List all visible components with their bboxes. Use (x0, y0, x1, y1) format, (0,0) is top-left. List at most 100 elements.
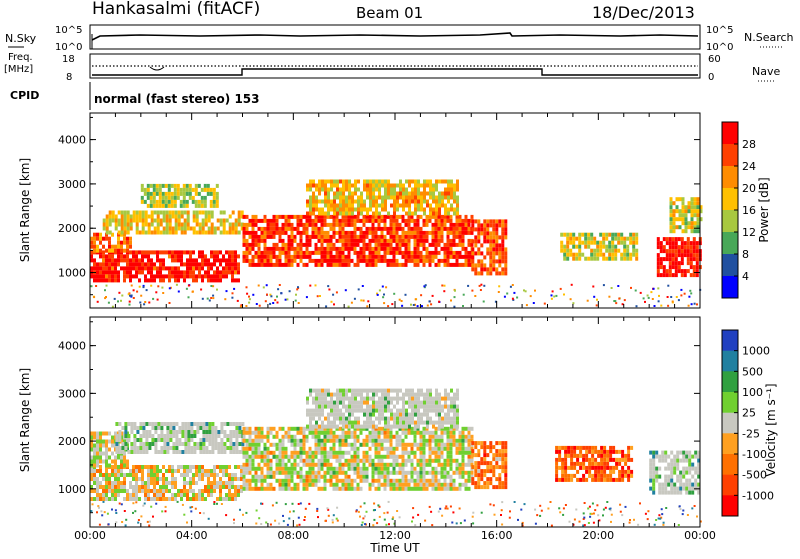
echo-cell (384, 479, 387, 483)
echo-cell (252, 475, 255, 479)
echo-cell (459, 443, 462, 447)
echo-cell (372, 425, 375, 429)
echo-cell (375, 219, 378, 223)
echo-cell (432, 451, 435, 455)
echo-cell (555, 462, 558, 466)
echo-cell (330, 447, 333, 451)
echo-cell (420, 439, 423, 443)
echo-cell (672, 249, 675, 253)
echo-cell (348, 401, 351, 405)
echo-cell (261, 427, 264, 431)
echo-cell (270, 263, 273, 267)
echo-cell (133, 422, 136, 426)
echo-cell (357, 487, 360, 491)
echo-cell (123, 274, 126, 278)
echo-cell (477, 223, 480, 227)
echo-cell (150, 278, 153, 282)
echo-cell (267, 467, 270, 471)
echo-cell (399, 425, 402, 429)
echo-cell (211, 422, 214, 426)
echo-cell (261, 263, 264, 267)
echo-cell (679, 213, 682, 217)
echo-cell (189, 485, 192, 489)
echo-cell (429, 431, 432, 435)
echo-cell (216, 481, 219, 485)
echo-speckle (240, 305, 242, 307)
echo-cell (375, 235, 378, 239)
echo-cell (447, 471, 450, 475)
echo-cell (210, 489, 213, 493)
echo-cell (345, 417, 348, 421)
echo-cell (192, 250, 195, 254)
echo-cell (270, 451, 273, 455)
echo-cell (498, 235, 501, 239)
echo-cell (249, 431, 252, 435)
echo-cell (333, 421, 336, 425)
echo-cell (234, 262, 237, 266)
echo-cell (279, 427, 282, 431)
echo-cell (660, 245, 663, 249)
echo-cell (285, 215, 288, 219)
echo-cell (273, 471, 276, 475)
echo-cell (441, 435, 444, 439)
echo-cell (378, 421, 381, 425)
echo-speckle (297, 286, 299, 288)
echo-cell (124, 219, 127, 223)
echo-cell (142, 426, 145, 430)
echo-cell (414, 471, 417, 475)
echo-cell (566, 241, 569, 245)
echo-cell (336, 479, 339, 483)
echo-cell (306, 204, 309, 208)
echo-cell (115, 450, 118, 454)
echo-cell (477, 251, 480, 255)
echo-cell (426, 239, 429, 243)
echo-cell (396, 435, 399, 439)
echo-cell (139, 446, 142, 450)
echo-cell (312, 475, 315, 479)
echo-cell (453, 223, 456, 227)
echo-cell (108, 262, 111, 266)
echo-cell (357, 200, 360, 204)
echo-cell (225, 469, 228, 473)
echo-cell (285, 451, 288, 455)
echo-cell (384, 409, 387, 413)
echo-cell (444, 259, 447, 263)
echo-cell (132, 465, 135, 469)
echo-cell (396, 409, 399, 413)
echo-cell (255, 255, 258, 259)
echo-cell (114, 497, 117, 501)
echo-cell (96, 444, 99, 448)
echo-cell (270, 459, 273, 463)
echo-cell (135, 481, 138, 485)
echo-cell (136, 450, 139, 454)
echo-cell (453, 251, 456, 255)
echo-cell (567, 450, 570, 454)
echo-cell (121, 215, 124, 219)
echo-cell (399, 215, 402, 219)
echo-cell (150, 184, 153, 188)
echo-cell (375, 389, 378, 393)
echo-cell (235, 450, 238, 454)
echo-cell (312, 389, 315, 393)
echo-cell (102, 473, 105, 477)
echo-cell (447, 463, 450, 467)
echo-cell (657, 261, 660, 265)
echo-cell (345, 471, 348, 475)
echo-cell (217, 434, 220, 438)
echo-cell (258, 427, 261, 431)
echo-cell (402, 215, 405, 219)
echo-cell (285, 471, 288, 475)
echo-cell (255, 475, 258, 479)
echo-speckle (202, 298, 204, 300)
echo-cell (381, 409, 384, 413)
echo-cell (468, 475, 471, 479)
echo-cell (111, 440, 114, 444)
echo-cell (504, 255, 507, 259)
echo-cell (357, 389, 360, 393)
echo-cell (381, 455, 384, 459)
echo-cell (474, 267, 477, 271)
echo-cell (288, 439, 291, 443)
echo-cell (318, 393, 321, 397)
echo-cell (489, 219, 492, 223)
echo-cell (423, 263, 426, 267)
